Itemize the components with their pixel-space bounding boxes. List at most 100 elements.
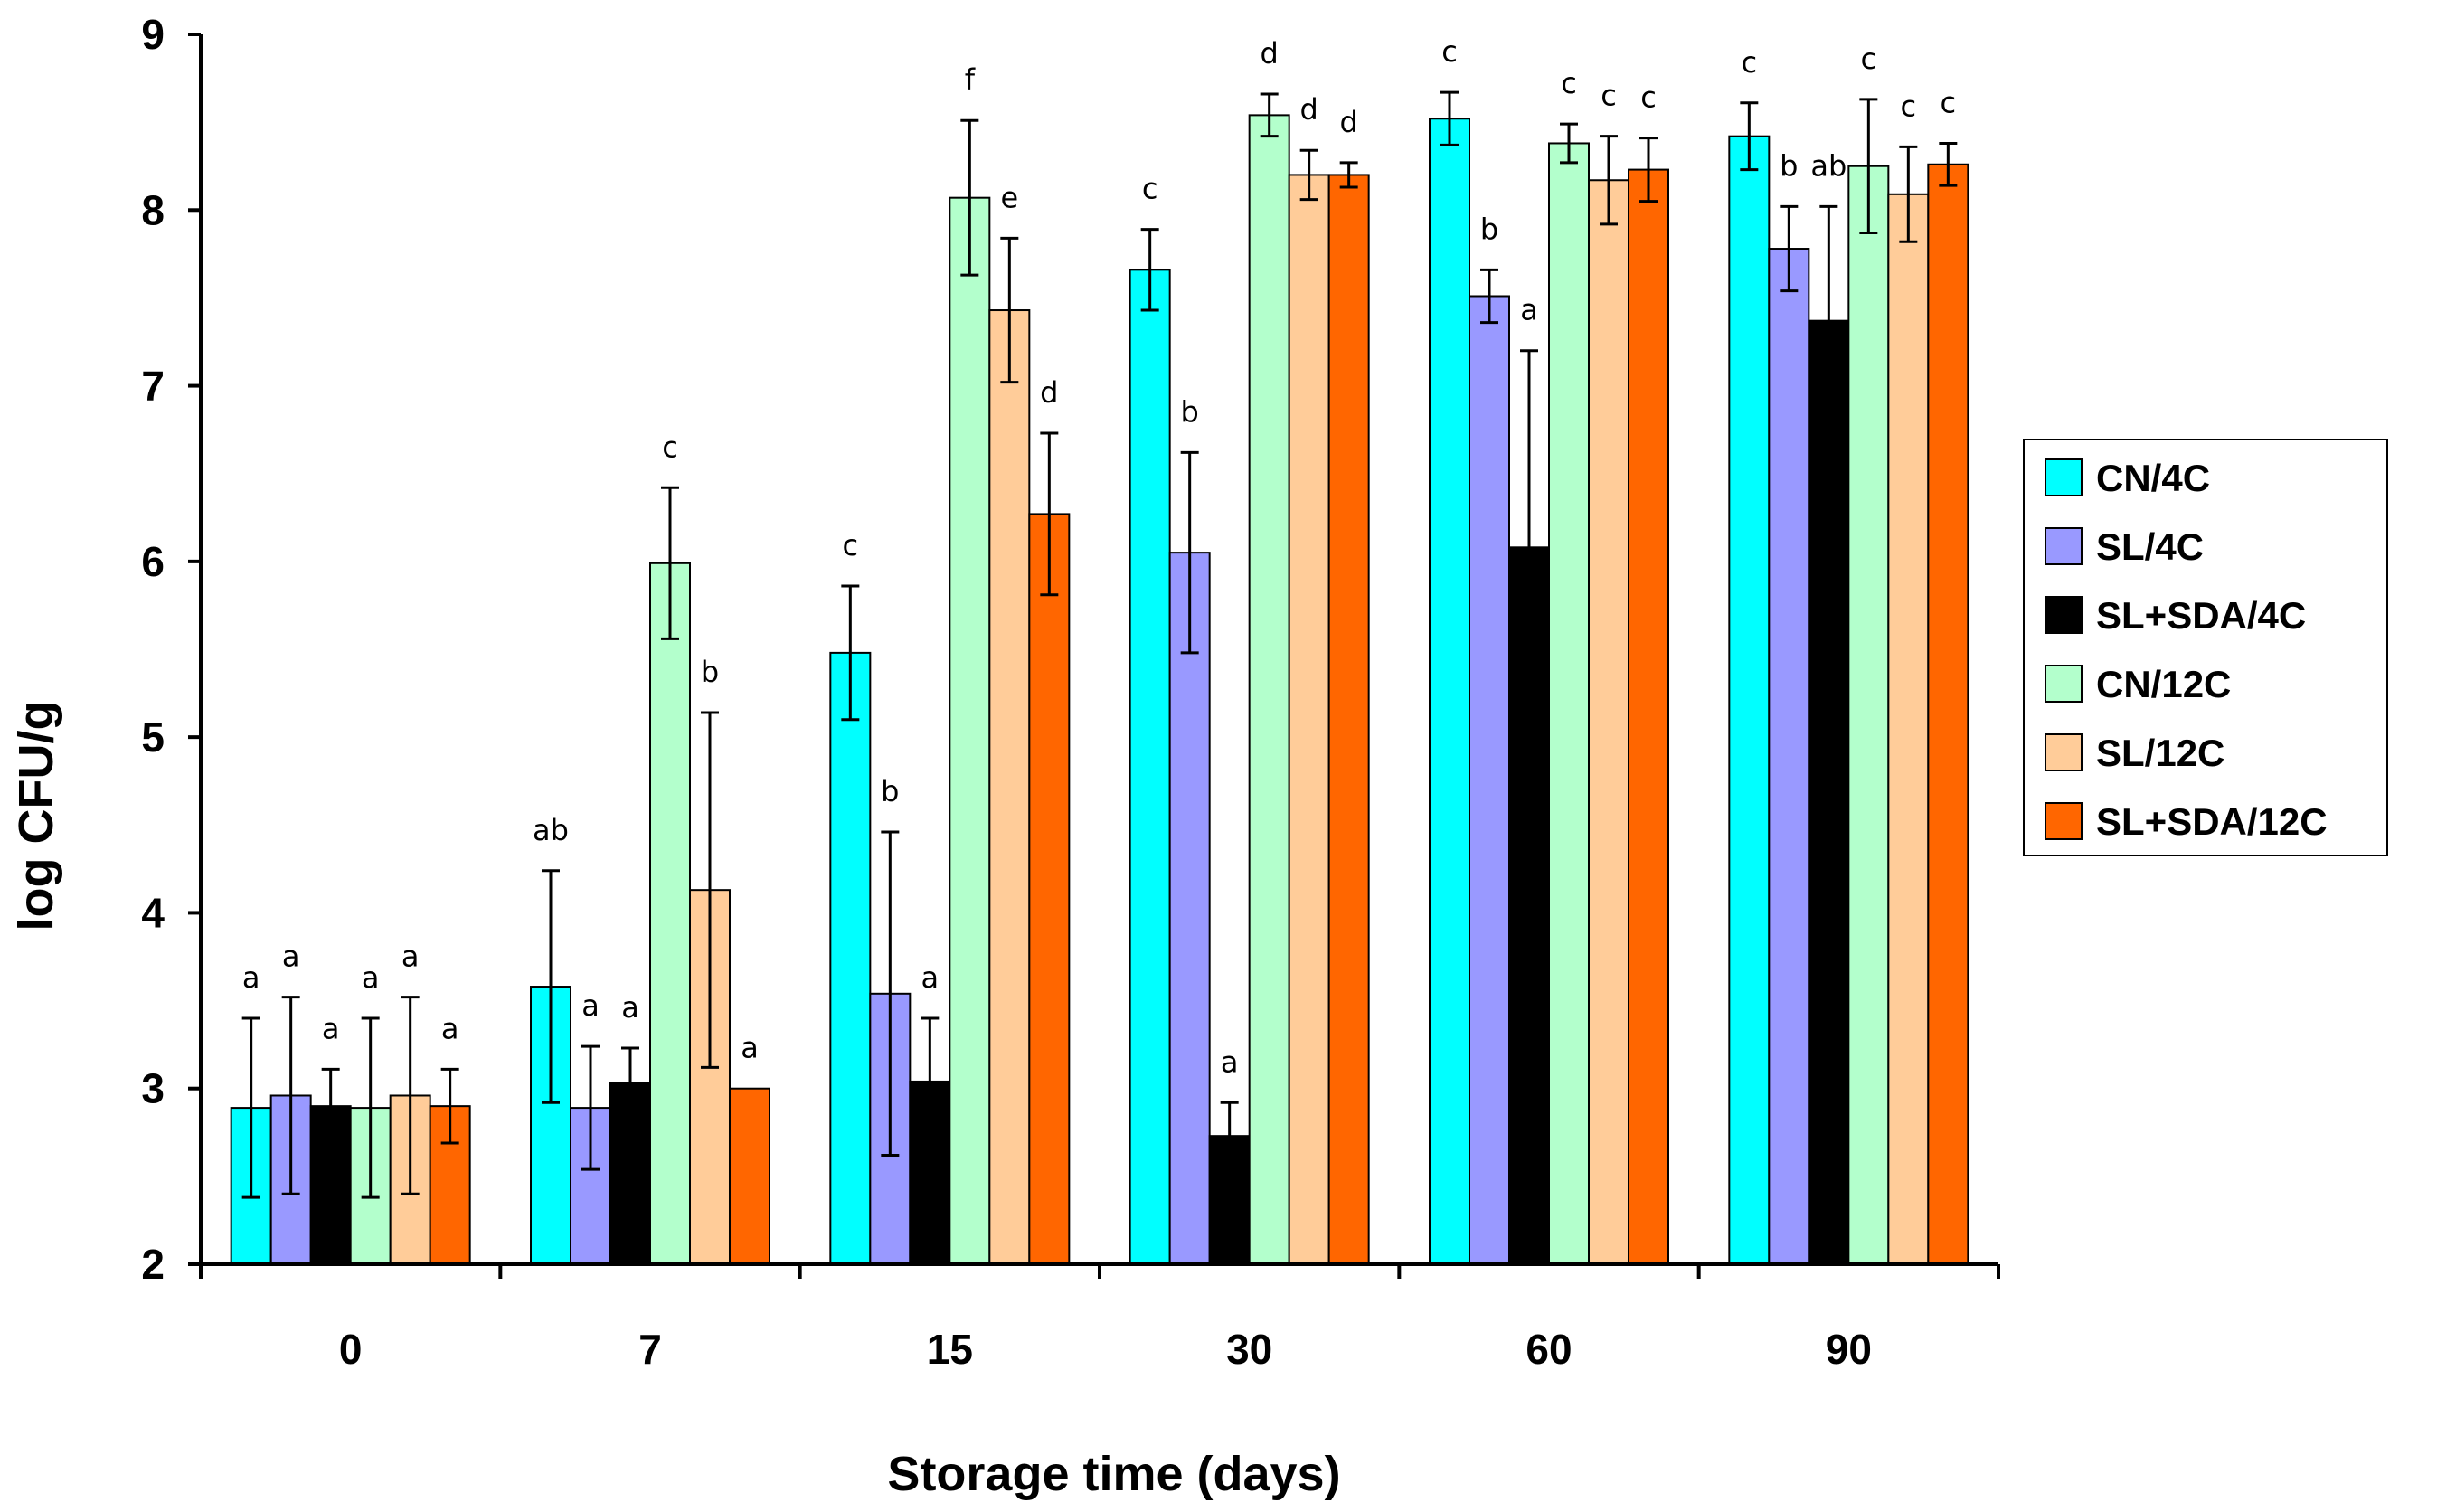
sig-letter-sl-4c-90: b (1780, 148, 1798, 183)
sig-letter-sl-sda-12c-60: c (1640, 80, 1657, 115)
bar-sl-12c-15 (988, 309, 1031, 1265)
sig-letter-cn-12c-90: c (1861, 42, 1877, 76)
legend-label-cn-4c: CN/4C (2096, 457, 2210, 499)
bar-cn-12c-7 (649, 562, 691, 1265)
error-bar-sl-12c-15 (1000, 236, 1019, 384)
error-bar-sl-sda-4c-30 (1220, 1101, 1239, 1171)
sig-letter-sl-4c-7: a (581, 988, 600, 1023)
bar-sl-4c-60 (1469, 295, 1510, 1265)
error-bar-sl-sda-12c-30 (1339, 161, 1358, 189)
x-tick-label-15: 15 (927, 1326, 973, 1373)
legend-item-cn-4c: CN/4C (2045, 457, 2210, 499)
error-bar-sl-12c-60 (1600, 135, 1618, 226)
bar-sl-sda-12c-90 (1927, 163, 1969, 1265)
sig-letter-sl-4c-60: b (1480, 212, 1498, 246)
legend-frame (2023, 439, 2388, 856)
y-tick-label-5: 5 (141, 713, 165, 761)
error-bar-sl-sda-12c-60 (1639, 137, 1658, 203)
legend: CN/4C SL/4C SL+SDA/4C CN/12C SL/12C SL+SDA/12… (2023, 439, 2388, 856)
y-tick-label-8: 8 (141, 186, 165, 233)
bar-cn-4c-15 (829, 651, 872, 1265)
bar-sl-sda-12c-7 (729, 1087, 770, 1265)
sig-letter-sl-4c-0: a (282, 940, 300, 974)
y-axis-title: log CFU/g (9, 701, 63, 931)
y-tick-label-2: 2 (141, 1241, 165, 1288)
legend-swatch-sl-sda-12c (2045, 802, 2083, 840)
sig-letter-sl-sda-12c-15: d (1040, 375, 1058, 410)
error-bar-sl-4c-30 (1180, 450, 1199, 655)
error-bar-sl-sda-4c-90 (1819, 204, 1838, 437)
sig-letter-sl-4c-15: b (881, 774, 899, 808)
error-bar-cn-12c-7 (661, 486, 679, 640)
error-bar-sl-12c-90 (1899, 145, 1918, 243)
sig-letter-cn-4c-30: c (1142, 172, 1158, 206)
error-bar-sl-sda-12c-15 (1040, 431, 1059, 597)
error-bar-cn-12c-15 (960, 118, 979, 277)
legend-label-sl-sda-12c: SL+SDA/12C (2096, 800, 2328, 843)
bar-sl-12c-60 (1588, 179, 1629, 1265)
error-bar-sl-sda-4c-15 (921, 1016, 940, 1147)
sig-letter-sl-12c-0: a (401, 940, 420, 974)
sig-letter-cn-4c-7: ab (533, 813, 569, 847)
error-bar-sl-sda-12c-0 (440, 1067, 459, 1145)
x-axis-title: Storage time (days) (887, 1447, 1340, 1501)
error-bar-cn-4c-90 (1740, 101, 1759, 172)
bar-sl-12c-90 (1887, 193, 1930, 1265)
bar-sl-4c-90 (1768, 248, 1810, 1265)
error-bar-cn-12c-90 (1859, 98, 1878, 235)
sig-letter-sl-12c-60: c (1601, 79, 1617, 113)
sig-letter-sl-sda-4c-0: a (322, 1011, 340, 1045)
bar-cn-4c-30 (1129, 269, 1171, 1265)
error-bar-sl-4c-7 (581, 1044, 600, 1171)
sig-letter-sl-12c-30: d (1300, 92, 1318, 127)
legend-item-cn-12c: CN/12C (2045, 663, 2231, 705)
legend-swatch-sl-sda-4c (2045, 596, 2083, 634)
x-tick-label-30: 30 (1226, 1326, 1272, 1373)
sig-letter-sl-12c-15: e (1000, 180, 1018, 214)
sig-letter-cn-12c-30: d (1261, 36, 1279, 71)
sig-letter-cn-4c-90: c (1742, 45, 1758, 80)
sig-letter-sl-sda-4c-90: ab (1810, 148, 1847, 183)
bar-cn-12c-15 (949, 196, 991, 1266)
sig-letter-cn-4c-60: c (1441, 34, 1458, 69)
sig-letter-cn-12c-60: c (1561, 66, 1577, 100)
x-tick-label-60: 60 (1525, 1326, 1572, 1373)
error-bar-sl-sda-4c-60 (1520, 349, 1538, 746)
sig-letter-sl-sda-4c-7: a (621, 990, 639, 1025)
error-bar-cn-4c-15 (841, 584, 860, 722)
error-bar-sl-4c-15 (881, 830, 900, 1158)
bars-layer (230, 90, 1969, 1266)
legend-label-cn-12c: CN/12C (2096, 663, 2231, 705)
bar-sl-sda-12c-15 (1028, 513, 1071, 1265)
legend-item-sl-12c: SL/12C (2045, 732, 2224, 774)
bar-cn-4c-60 (1429, 118, 1470, 1265)
error-bar-sl-sda-4c-7 (621, 1046, 639, 1120)
error-bar-cn-12c-30 (1260, 92, 1279, 138)
x-tick-label-90: 90 (1826, 1326, 1872, 1373)
sig-letter-sl-sda-12c-90: c (1941, 85, 1957, 119)
error-bar-cn-4c-7 (542, 869, 560, 1104)
error-bar-cn-4c-30 (1140, 228, 1159, 312)
error-bar-cn-4c-0 (241, 1016, 260, 1199)
sig-letter-sl-sda-4c-30: a (1221, 1044, 1239, 1079)
y-tick-label-7: 7 (141, 363, 165, 410)
sig-letter-cn-12c-15: f (965, 62, 976, 97)
error-bar-sl-4c-60 (1480, 268, 1498, 325)
legend-swatch-sl-4c (2045, 527, 2083, 565)
sig-letter-sl-4c-30: b (1181, 394, 1199, 429)
bar-cn-12c-30 (1248, 114, 1290, 1265)
sig-letter-sl-sda-4c-15: a (921, 960, 940, 995)
error-bar-sl-12c-7 (701, 711, 719, 1069)
legend-swatch-cn-12c (2045, 665, 2083, 703)
sig-letter-sl-sda-12c-0: a (441, 1011, 459, 1045)
error-bar-sl-sda-4c-0 (321, 1067, 340, 1145)
bar-sl-12c-30 (1288, 174, 1330, 1265)
sig-letter-sl-12c-90: c (1901, 89, 1917, 123)
bar-sl-4c-30 (1168, 552, 1211, 1265)
legend-label-sl-4c: SL/4C (2096, 525, 2204, 568)
sig-letter-sl-sda-4c-60: a (1520, 293, 1538, 327)
bar-sl-sda-4c-90 (1808, 319, 1850, 1266)
error-bar-sl-4c-90 (1780, 204, 1799, 293)
